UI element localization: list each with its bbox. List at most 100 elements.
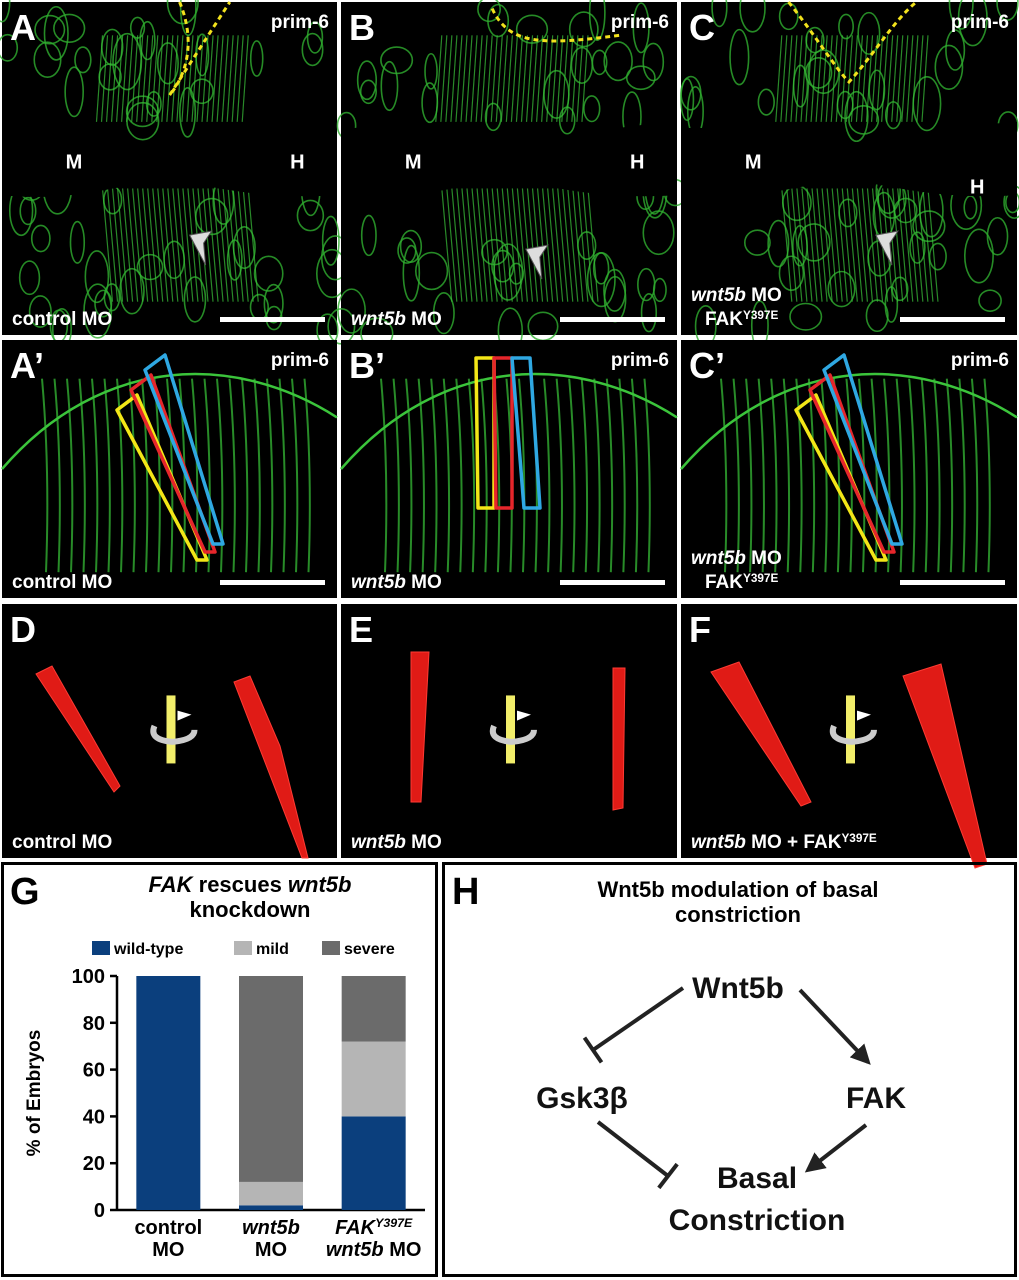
cell-outline (397, 237, 417, 264)
cell-outline (848, 105, 880, 135)
text-segment: control (134, 1217, 202, 1239)
cell-outline (592, 252, 610, 285)
cell-membrane (228, 378, 236, 573)
cell-membrane (536, 188, 549, 302)
cell-membrane (561, 35, 569, 122)
cell-outline (424, 52, 438, 90)
cell-outline (33, 41, 62, 79)
cell-membrane (883, 378, 891, 573)
panel-letter: A’ (10, 345, 44, 386)
rotation-axis (166, 695, 176, 764)
cell-membrane (860, 35, 869, 122)
cell-membrane (116, 188, 129, 302)
panel-label: wnt5b MO + FAKY397E (691, 832, 877, 854)
legend-label: wild-type (113, 941, 183, 958)
cell-membrane (103, 378, 111, 573)
image-panel: A’ prim-6 control MO (1, 340, 338, 598)
cell-membrane (171, 35, 179, 122)
cell-outline (380, 60, 399, 112)
cell-membrane (870, 378, 878, 573)
cell-membrane (216, 35, 224, 122)
micrograph (341, 340, 677, 598)
cell-membrane (191, 35, 199, 122)
cell-membrane (241, 378, 249, 573)
cell-membrane (781, 188, 793, 302)
panel-letter: B (349, 7, 375, 48)
cell-membrane (187, 188, 199, 302)
cell-membrane (825, 35, 833, 122)
x-tick-label: MO (152, 1239, 184, 1261)
cell-membrane (577, 188, 589, 302)
cell-membrane (196, 35, 204, 122)
cell-outline (119, 267, 145, 315)
cell-membrane (775, 35, 783, 122)
text-segment: Y397E (375, 1216, 413, 1230)
rotation-arrowhead (517, 710, 531, 721)
cell-membrane (795, 378, 803, 573)
cell-membrane (745, 378, 753, 573)
cell-membrane (902, 188, 914, 302)
cell-membrane (440, 35, 448, 122)
cell-outline (84, 250, 110, 304)
cell-tracing (510, 356, 542, 510)
cell-outline (64, 66, 84, 118)
chart-title: FAK rescues wnt5b (149, 872, 352, 897)
cell-membrane (241, 35, 249, 122)
cell-membrane (476, 188, 488, 302)
x-tick-label: FAKY397E (335, 1216, 413, 1239)
cell-outline (583, 95, 601, 123)
cell-membrane (820, 378, 828, 573)
cell-membrane (908, 378, 916, 573)
scale-bar (900, 317, 1005, 322)
cell-membrane (572, 188, 584, 302)
cell-tracing (808, 373, 896, 554)
y-tick-label: 80 (83, 1013, 105, 1035)
cell-outline (642, 42, 665, 82)
cell-outline (263, 283, 284, 324)
cell-membrane (543, 378, 551, 573)
cell-membrane (906, 35, 914, 122)
cell-membrane (732, 378, 740, 573)
cell-membrane (203, 378, 211, 573)
cell-membrane (91, 378, 99, 573)
cell-membrane (526, 188, 539, 302)
cell-membrane (455, 35, 463, 122)
cell-membrane (467, 378, 476, 573)
cell-membrane (78, 378, 86, 573)
image-panel: M H A prim-6 control MO (0, 0, 350, 350)
cell-membrane (137, 188, 149, 302)
cell-membrane (500, 35, 508, 122)
cell-membrane (116, 378, 124, 573)
cell-membrane (551, 35, 559, 122)
cell-outline (986, 216, 1009, 256)
cell-membrane (247, 188, 259, 302)
cell-membrane (515, 35, 524, 122)
cell-membrane (830, 35, 838, 122)
cell-membrane (222, 188, 234, 302)
cell-membrane (291, 378, 299, 573)
cell-membrane (446, 188, 458, 302)
cell-membrane (207, 188, 219, 302)
bar-segment (341, 1116, 406, 1210)
cell-outline (743, 229, 771, 256)
cell-membrane (922, 188, 934, 302)
cell-outline (909, 231, 926, 264)
cell-membrane (480, 35, 488, 122)
cell-membrane (892, 188, 904, 302)
region-label: M (405, 152, 422, 174)
text-segment: MO (406, 572, 442, 593)
region-label: H (970, 177, 984, 199)
cell-membrane (566, 35, 574, 122)
cell-outline (680, 78, 695, 122)
text-segment: wnt5b (351, 572, 406, 593)
cell-outline (139, 20, 156, 61)
cell-tracing (492, 356, 514, 510)
text-segment: Basal (717, 1162, 797, 1195)
cell-membrane (770, 378, 778, 573)
cell-membrane (491, 188, 503, 302)
cell-membrane (237, 188, 249, 302)
cell-membrane (100, 35, 109, 122)
cell-outline (558, 106, 576, 135)
